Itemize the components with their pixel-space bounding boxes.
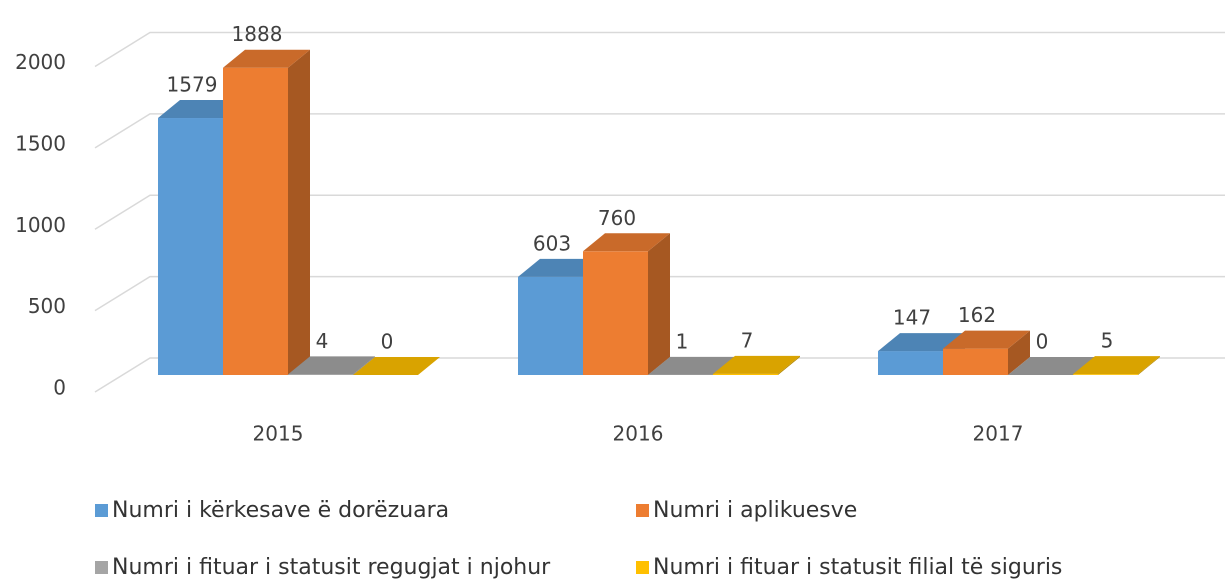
bar — [878, 351, 943, 375]
value-label: 1888 — [232, 22, 283, 46]
bar-top — [648, 356, 735, 375]
value-label: 1579 — [167, 73, 218, 97]
legend-swatch — [636, 561, 649, 574]
bar-top — [943, 330, 1030, 349]
bar-side — [648, 233, 670, 375]
grid-line — [94, 275, 1225, 312]
bar — [1073, 374, 1138, 375]
value-label: 162 — [958, 303, 996, 327]
x-tick-label: 2015 — [253, 422, 304, 446]
y-tick-label: 500 — [28, 294, 66, 318]
grid-line — [94, 194, 1225, 230]
bar — [158, 118, 223, 375]
value-label: 1 — [676, 329, 689, 353]
bar-side — [288, 49, 310, 376]
bar-top — [878, 333, 965, 352]
bar — [223, 67, 288, 375]
y-tick-label: 1000 — [15, 213, 66, 237]
value-label: 4 — [316, 329, 329, 353]
y-tick-label: 1500 — [15, 131, 66, 155]
bar — [288, 374, 353, 375]
bar-top — [713, 355, 800, 374]
value-label: 0 — [381, 330, 394, 354]
legend-swatch — [95, 561, 108, 574]
bar-top — [583, 233, 670, 252]
legend-swatch — [95, 504, 108, 517]
y-tick-label: 2000 — [15, 50, 66, 74]
value-label: 7 — [741, 328, 754, 352]
bar — [518, 276, 583, 375]
bar-top — [288, 356, 375, 375]
value-label: 603 — [533, 231, 571, 255]
bar-top — [353, 357, 440, 375]
bar-side — [1138, 356, 1160, 375]
bar — [943, 348, 1008, 375]
value-label: 760 — [598, 206, 636, 230]
bar-side — [1008, 330, 1030, 375]
legend-label: Numri i kërkesave ë dorëzuara — [112, 498, 449, 523]
bar-side — [353, 356, 375, 375]
bar-side — [778, 355, 800, 375]
y-tick-label: 0 — [53, 376, 66, 400]
bar-top — [1073, 356, 1160, 375]
grid-line — [94, 357, 1225, 393]
value-label: 147 — [893, 306, 931, 330]
value-label: 0 — [1036, 330, 1049, 354]
value-label: 5 — [1101, 329, 1114, 353]
x-tick-label: 2016 — [613, 422, 664, 446]
legend-label: Numri i fituar i statusit filial të sigu… — [653, 555, 1062, 580]
legend-swatch — [636, 504, 649, 517]
legend-label: Numri i fituar i statusit regugjat i njo… — [112, 555, 551, 580]
bar — [583, 251, 648, 375]
bar-top — [1008, 357, 1095, 375]
bar — [713, 373, 778, 375]
x-tick-label: 2017 — [973, 422, 1024, 446]
grid-line — [94, 113, 1225, 149]
legend-label: Numri i aplikuesve — [653, 498, 857, 523]
grid-line — [94, 31, 1225, 68]
bar-top — [223, 49, 310, 68]
